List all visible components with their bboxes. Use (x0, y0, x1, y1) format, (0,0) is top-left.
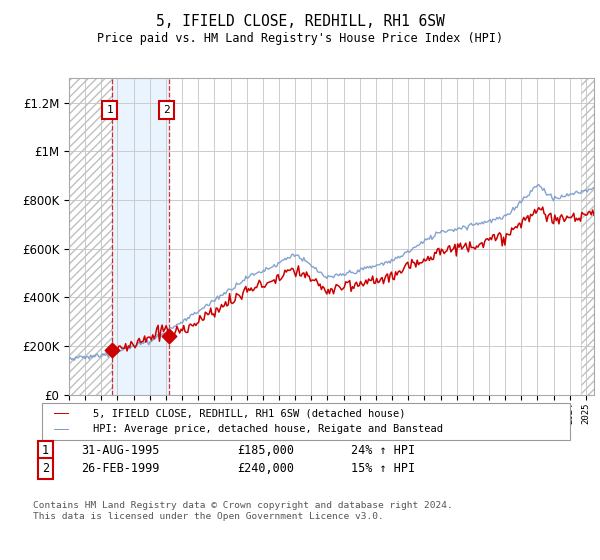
Text: ——: —— (54, 423, 69, 436)
Text: ——: —— (54, 407, 69, 420)
Text: HPI: Average price, detached house, Reigate and Banstead: HPI: Average price, detached house, Reig… (93, 424, 443, 435)
Bar (112, 78, 169, 395)
Text: 5, IFIELD CLOSE, REDHILL, RH1 6SW (detached house): 5, IFIELD CLOSE, REDHILL, RH1 6SW (detac… (93, 408, 406, 418)
Text: 5, IFIELD CLOSE, REDHILL, RH1 6SW: 5, IFIELD CLOSE, REDHILL, RH1 6SW (155, 14, 445, 29)
Text: Contains HM Land Registry data © Crown copyright and database right 2024.
This d: Contains HM Land Registry data © Crown c… (33, 501, 453, 521)
Text: £240,000: £240,000 (237, 462, 294, 475)
Text: 2: 2 (163, 105, 170, 115)
Text: Price paid vs. HM Land Registry's House Price Index (HPI): Price paid vs. HM Land Registry's House … (97, 32, 503, 45)
Text: 24% ↑ HPI: 24% ↑ HPI (351, 444, 415, 458)
Point (164, 332, 173, 341)
Text: 1: 1 (42, 444, 49, 458)
Point (107, 346, 117, 354)
Text: 31-AUG-1995: 31-AUG-1995 (81, 444, 160, 458)
Text: 1: 1 (106, 105, 113, 115)
Text: £185,000: £185,000 (237, 444, 294, 458)
Text: 2: 2 (42, 462, 49, 475)
Text: 26-FEB-1999: 26-FEB-1999 (81, 462, 160, 475)
Text: 15% ↑ HPI: 15% ↑ HPI (351, 462, 415, 475)
